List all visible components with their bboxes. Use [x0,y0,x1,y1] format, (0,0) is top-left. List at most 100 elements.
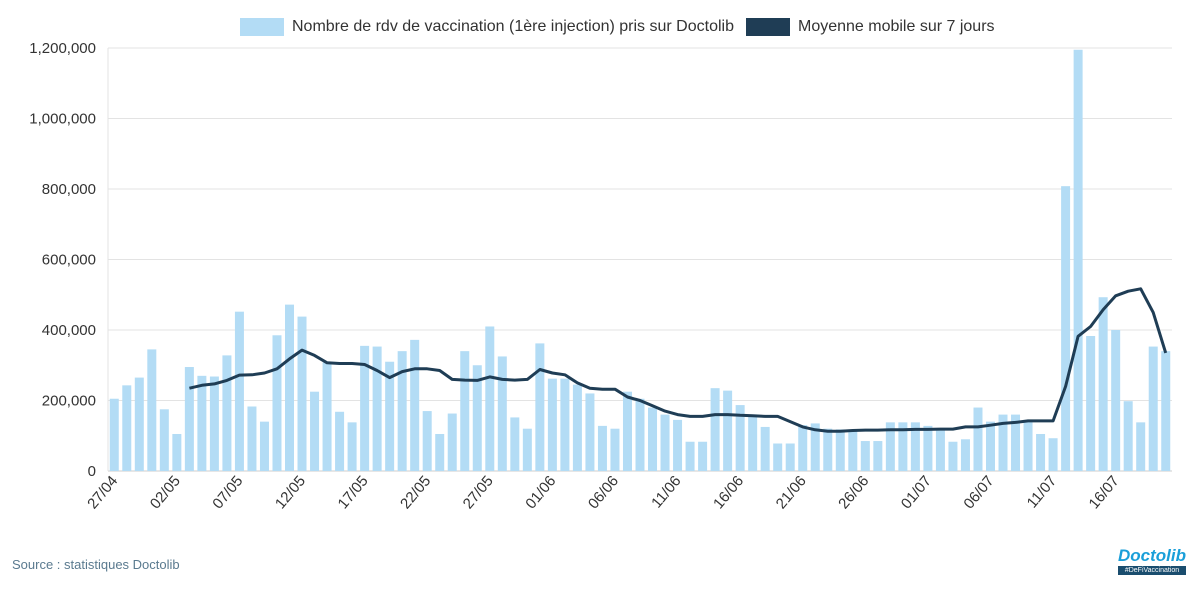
bar [410,339,420,471]
bar [297,316,307,471]
moving-average-line [189,287,1168,433]
bar [159,409,169,471]
bar [1011,414,1021,471]
x-tick-label: 21/06 [773,473,810,513]
x-tick-label: 27/05 [460,473,497,513]
bar [460,351,470,471]
bar [1061,186,1071,471]
bar [134,377,144,471]
bar [472,365,482,471]
bar [597,425,607,471]
bar [335,411,345,471]
x-tick-label: 06/07 [960,473,997,513]
bar [209,376,219,471]
bar [960,439,970,471]
x-tick-label: 11/07 [1024,473,1060,512]
bar [710,388,720,471]
bar [184,367,194,471]
bar [560,378,570,471]
bar [785,443,795,471]
bar [885,422,895,471]
legend-label-bars: Nombre de rdv de vaccination (1ère injec… [292,18,734,35]
legend-swatch-bars [240,18,284,36]
logo-name: Doctolib [1118,546,1186,565]
bar [360,345,370,471]
bar [1161,351,1171,471]
bar [172,433,182,471]
bar [272,335,282,471]
bar [510,417,520,471]
bar [773,443,783,471]
bar [723,390,733,471]
bar [122,385,132,471]
x-tick-label: 06/06 [585,473,622,513]
bar [310,391,320,471]
bar [247,406,257,471]
x-tick-label: 01/07 [898,473,935,513]
x-tick-label: 12/05 [272,473,309,513]
bar [435,433,445,471]
bar [147,349,157,471]
y-tick-label: 800,000 [42,181,96,198]
bar [1023,419,1033,471]
x-tick-label: 01/06 [522,473,559,513]
bar [1123,401,1133,471]
x-tick-label: 16/06 [710,473,747,513]
bar [497,356,507,471]
bar [798,425,808,471]
bar [860,441,870,471]
bar [910,422,920,471]
y-tick-label: 1,000,000 [29,111,96,128]
doctolib-logo: Doctolib #DeFiVaccination [1118,546,1186,575]
bar [1073,49,1083,471]
logo-tag: #DeFiVaccination [1118,566,1186,575]
bar [322,362,332,471]
x-tick-label: 07/05 [209,473,246,513]
bar [898,422,908,471]
bar [648,407,658,471]
bar [572,384,582,471]
x-tick-label: 26/06 [835,473,872,513]
bar [259,421,269,471]
legend: Nombre de rdv de vaccination (1ère injec… [240,18,1007,36]
bar [585,393,595,471]
bar [760,426,770,471]
x-tick-label: 22/05 [397,473,434,513]
x-tick-label: 16/07 [1086,473,1123,513]
bar [535,343,545,471]
bar [985,421,995,471]
bar [234,311,244,471]
bar [422,411,432,471]
y-tick-label: 600,000 [42,252,96,269]
bar [948,441,958,471]
y-tick-label: 400,000 [42,322,96,339]
source-note: Source : statistiques Doctolib [12,557,180,572]
bar [735,405,745,471]
bar [660,414,670,471]
bar [935,430,945,471]
legend-label-line: Moyenne mobile sur 7 jours [797,18,995,35]
bar [1086,335,1096,471]
bar [385,361,395,471]
y-tick-label: 0 [88,463,96,480]
x-tick-label: 02/05 [147,473,184,513]
legend-swatch-line [745,18,790,36]
bar [222,355,232,471]
bar [873,441,883,471]
bar [485,326,495,471]
bar [522,428,532,471]
bar [610,428,620,471]
bar [622,391,632,471]
bar [973,407,983,471]
bar [635,398,645,471]
bar [848,431,858,471]
bar [923,425,933,471]
bar [698,441,708,471]
bar [109,398,119,471]
bar [810,423,820,471]
bar [372,346,382,471]
y-tick-label: 1,200,000 [29,40,96,57]
bar [447,413,457,471]
bar [1048,438,1058,471]
bar [998,414,1008,471]
